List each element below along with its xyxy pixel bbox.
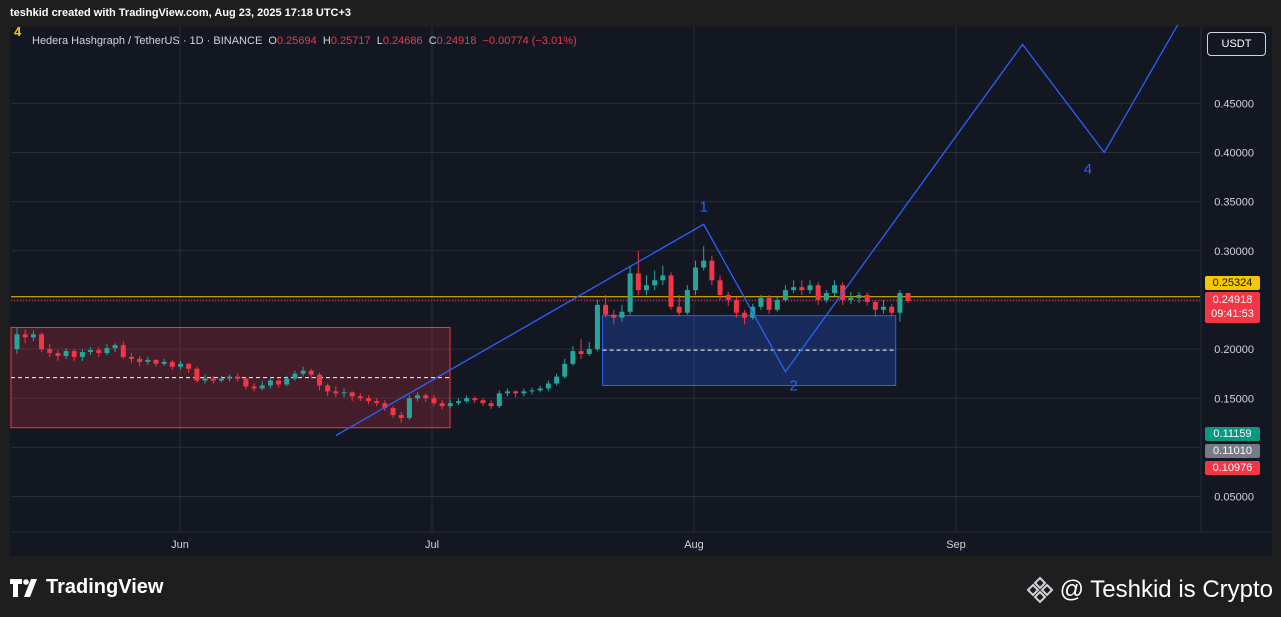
tradingview-icon	[10, 578, 37, 597]
low-value: 0.24686	[382, 35, 423, 47]
red-price-tag: 0.10976	[1205, 461, 1260, 475]
green-price-tag: 0.11159	[1205, 427, 1260, 441]
ohlc-legend: Hedera Hashgraph / TetherUS · 1D · BINAN…	[32, 35, 577, 47]
chart-area[interactable]	[10, 27, 1272, 556]
tradingview-logo[interactable]: TradingView	[10, 576, 163, 599]
credit-line: teshkid created with TradingView.com, Au…	[10, 7, 352, 19]
binance-icon	[1026, 576, 1054, 604]
currency-button[interactable]: USDT	[1207, 32, 1266, 56]
countdown: 09:41:53	[1211, 308, 1254, 320]
high-value: 0.25717	[330, 35, 371, 47]
symbol-label: Hedera Hashgraph / TetherUS · 1D · BINAN…	[32, 35, 263, 47]
yellow-price-tag: 0.25324	[1205, 276, 1260, 290]
current-price: 0.24918	[1212, 294, 1253, 306]
change-value: −0.00774 (−3.01%)	[482, 35, 577, 47]
wave-marker-4: 4	[14, 24, 22, 39]
open-value: 0.25694	[276, 35, 317, 47]
close-value: 0.24918	[436, 35, 477, 47]
author-credit: @ Teshkid is Crypto	[1026, 576, 1273, 604]
current-price-tag: 0.24918 09:41:53	[1205, 292, 1260, 323]
gray-price-tag: 0.11010	[1205, 444, 1260, 458]
